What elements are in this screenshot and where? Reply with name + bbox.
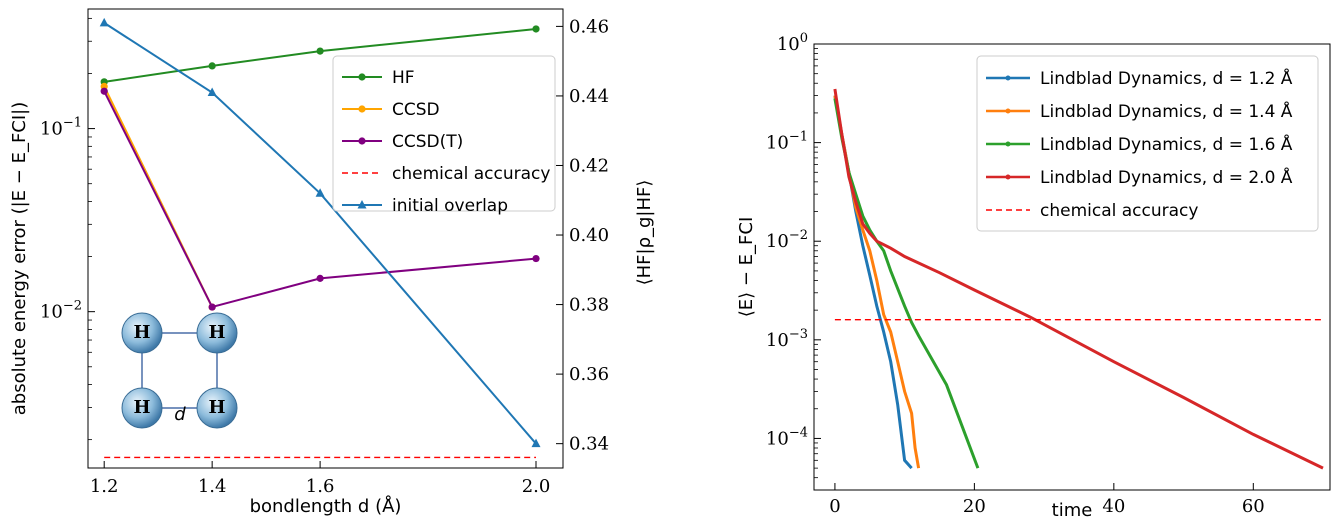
y-right-tick-label: 0.38 xyxy=(569,295,609,316)
x-tick-label: 60 xyxy=(1242,496,1265,517)
y-right-tick-label: 0.42 xyxy=(569,155,609,176)
series-point xyxy=(100,87,108,95)
y-tick-label: 100 xyxy=(777,31,808,55)
y-tick-label: 10−4 xyxy=(766,425,808,449)
series-line xyxy=(103,22,537,445)
y-right-axis-label: ⟨HF|ρ_g|HF⟩ xyxy=(634,180,655,286)
bond-length-label: d xyxy=(174,404,186,425)
y-tick-label: 10−1 xyxy=(766,130,808,154)
plot-frame xyxy=(813,43,1331,491)
hydrogen-atom xyxy=(121,312,163,354)
plot-frame xyxy=(87,8,564,469)
series-line xyxy=(103,90,537,309)
series-line xyxy=(104,28,537,83)
legend-box xyxy=(976,55,1319,232)
hydrogen-atom-label: H xyxy=(208,322,225,343)
legend-marker xyxy=(1005,174,1011,180)
hydrogen-atom-label: H xyxy=(208,397,225,418)
series-point xyxy=(316,274,324,282)
series-point xyxy=(532,25,540,33)
series-point xyxy=(99,17,109,27)
legend-marker xyxy=(358,73,366,81)
y-tick-label: 10−2 xyxy=(766,228,808,252)
chart-right: 10−4 10−3 10−2 10−1 100 0 20 40 60 time ⟨E⟩ − E_FC… xyxy=(736,31,1331,521)
legend-label: CCSD xyxy=(392,100,440,120)
y-tick-label: 10−1 xyxy=(40,116,82,140)
legend: Lindblad Dynamics, d = 1.2 Å Lindblad Dyn… xyxy=(976,55,1319,232)
legend-marker xyxy=(1005,75,1011,81)
legend-label: CCSD(T) xyxy=(392,132,463,152)
h4-molecule-diagram: H H H Hd xyxy=(121,312,238,429)
series-point xyxy=(208,303,216,311)
legend-label: Lindblad Dynamics, d = 2.0 Å xyxy=(1040,166,1293,188)
series-point xyxy=(208,62,216,70)
y-tick-label: 10−3 xyxy=(766,327,808,351)
series-line xyxy=(833,88,1324,470)
chart-left: 10−2 10−1 1.2 1.4 1.6 2.0 0.34 0.36 0.38 0.40 0.42… xyxy=(9,8,655,517)
y-right-tick-label: 0.40 xyxy=(569,225,609,246)
x-tick-label: 40 xyxy=(1102,496,1125,517)
legend-label: chemical accuracy xyxy=(1040,201,1198,221)
series-point xyxy=(207,87,217,96)
legend-marker xyxy=(357,200,367,209)
x-axis-label: bondlength d (Å) xyxy=(250,495,402,517)
x-tick-label: 1.4 xyxy=(198,476,227,497)
legend-label: Lindblad Dynamics, d = 1.2 Å xyxy=(1040,67,1293,89)
hydrogen-atom xyxy=(196,312,238,354)
hydrogen-atom-label: H xyxy=(133,322,150,343)
legend-label: HF xyxy=(392,68,415,88)
y-axis-label: ⟨E⟩ − E_FCI xyxy=(736,217,757,318)
legend-marker xyxy=(358,105,366,113)
x-tick-label: 20 xyxy=(963,496,986,517)
series-point xyxy=(531,438,541,448)
series-line xyxy=(833,98,980,469)
legend-marker xyxy=(358,137,366,145)
y-axis-label: absolute energy error (|E − E_FCI|) xyxy=(9,102,30,416)
x-tick-label: 1.2 xyxy=(90,476,119,497)
legend-label: chemical accuracy xyxy=(392,164,550,184)
hydrogen-atom xyxy=(196,387,238,429)
legend-marker xyxy=(1005,141,1011,147)
x-tick-label: 0 xyxy=(829,496,840,517)
legend-label: Lindblad Dynamics, d = 1.6 Å xyxy=(1040,133,1293,155)
x-tick-label: 2.0 xyxy=(522,476,551,497)
series-line xyxy=(833,95,921,469)
legend-label: initial overlap xyxy=(392,196,508,216)
series-point xyxy=(316,47,324,55)
series-point xyxy=(315,188,325,197)
y-right-tick-label: 0.34 xyxy=(569,434,609,455)
series-point xyxy=(532,254,540,263)
legend-marker xyxy=(1005,108,1011,114)
legend-box xyxy=(332,55,556,212)
legend: HF CCSD CCSD(T) chemical accuracy initial ov… xyxy=(332,55,556,216)
y-right-tick-label: 0.44 xyxy=(569,86,609,107)
y-tick-label: 10−2 xyxy=(40,299,82,323)
hydrogen-atom-label: H xyxy=(133,397,150,418)
x-axis-label: time xyxy=(1052,500,1093,521)
y-right-tick-label: 0.36 xyxy=(569,364,609,385)
x-tick-label: 1.6 xyxy=(306,476,335,497)
legend-label: Lindblad Dynamics, d = 1.4 Å xyxy=(1040,100,1293,122)
hydrogen-atom xyxy=(121,387,163,429)
y-right-tick-label: 0.46 xyxy=(569,16,609,37)
